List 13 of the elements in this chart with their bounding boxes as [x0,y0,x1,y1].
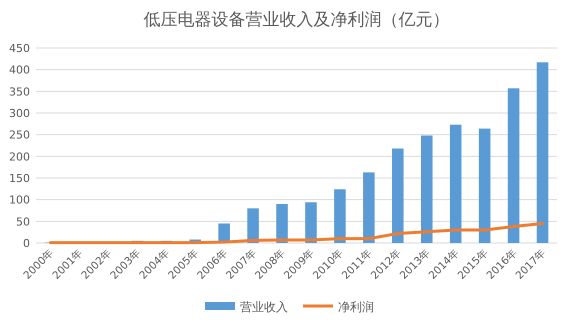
y-tick-label: 250 [9,128,30,142]
y-tick-label: 400 [9,64,30,77]
y-tick-label: 450 [9,42,30,55]
y-tick-label: 0 [23,237,30,250]
chart-title: 低压电器设备营业收入及净利润（亿元） [144,10,450,30]
legend-label: 营业收入 [240,300,288,314]
y-tick-label: 300 [9,107,30,120]
legend-label: 净利润 [338,300,374,314]
y-tick-label: 150 [9,172,30,185]
y-tick-label: 100 [9,194,30,207]
y-tick-label: 350 [9,85,30,98]
y-tick-label: 200 [9,150,30,164]
y-tick-label: 50 [16,215,30,228]
